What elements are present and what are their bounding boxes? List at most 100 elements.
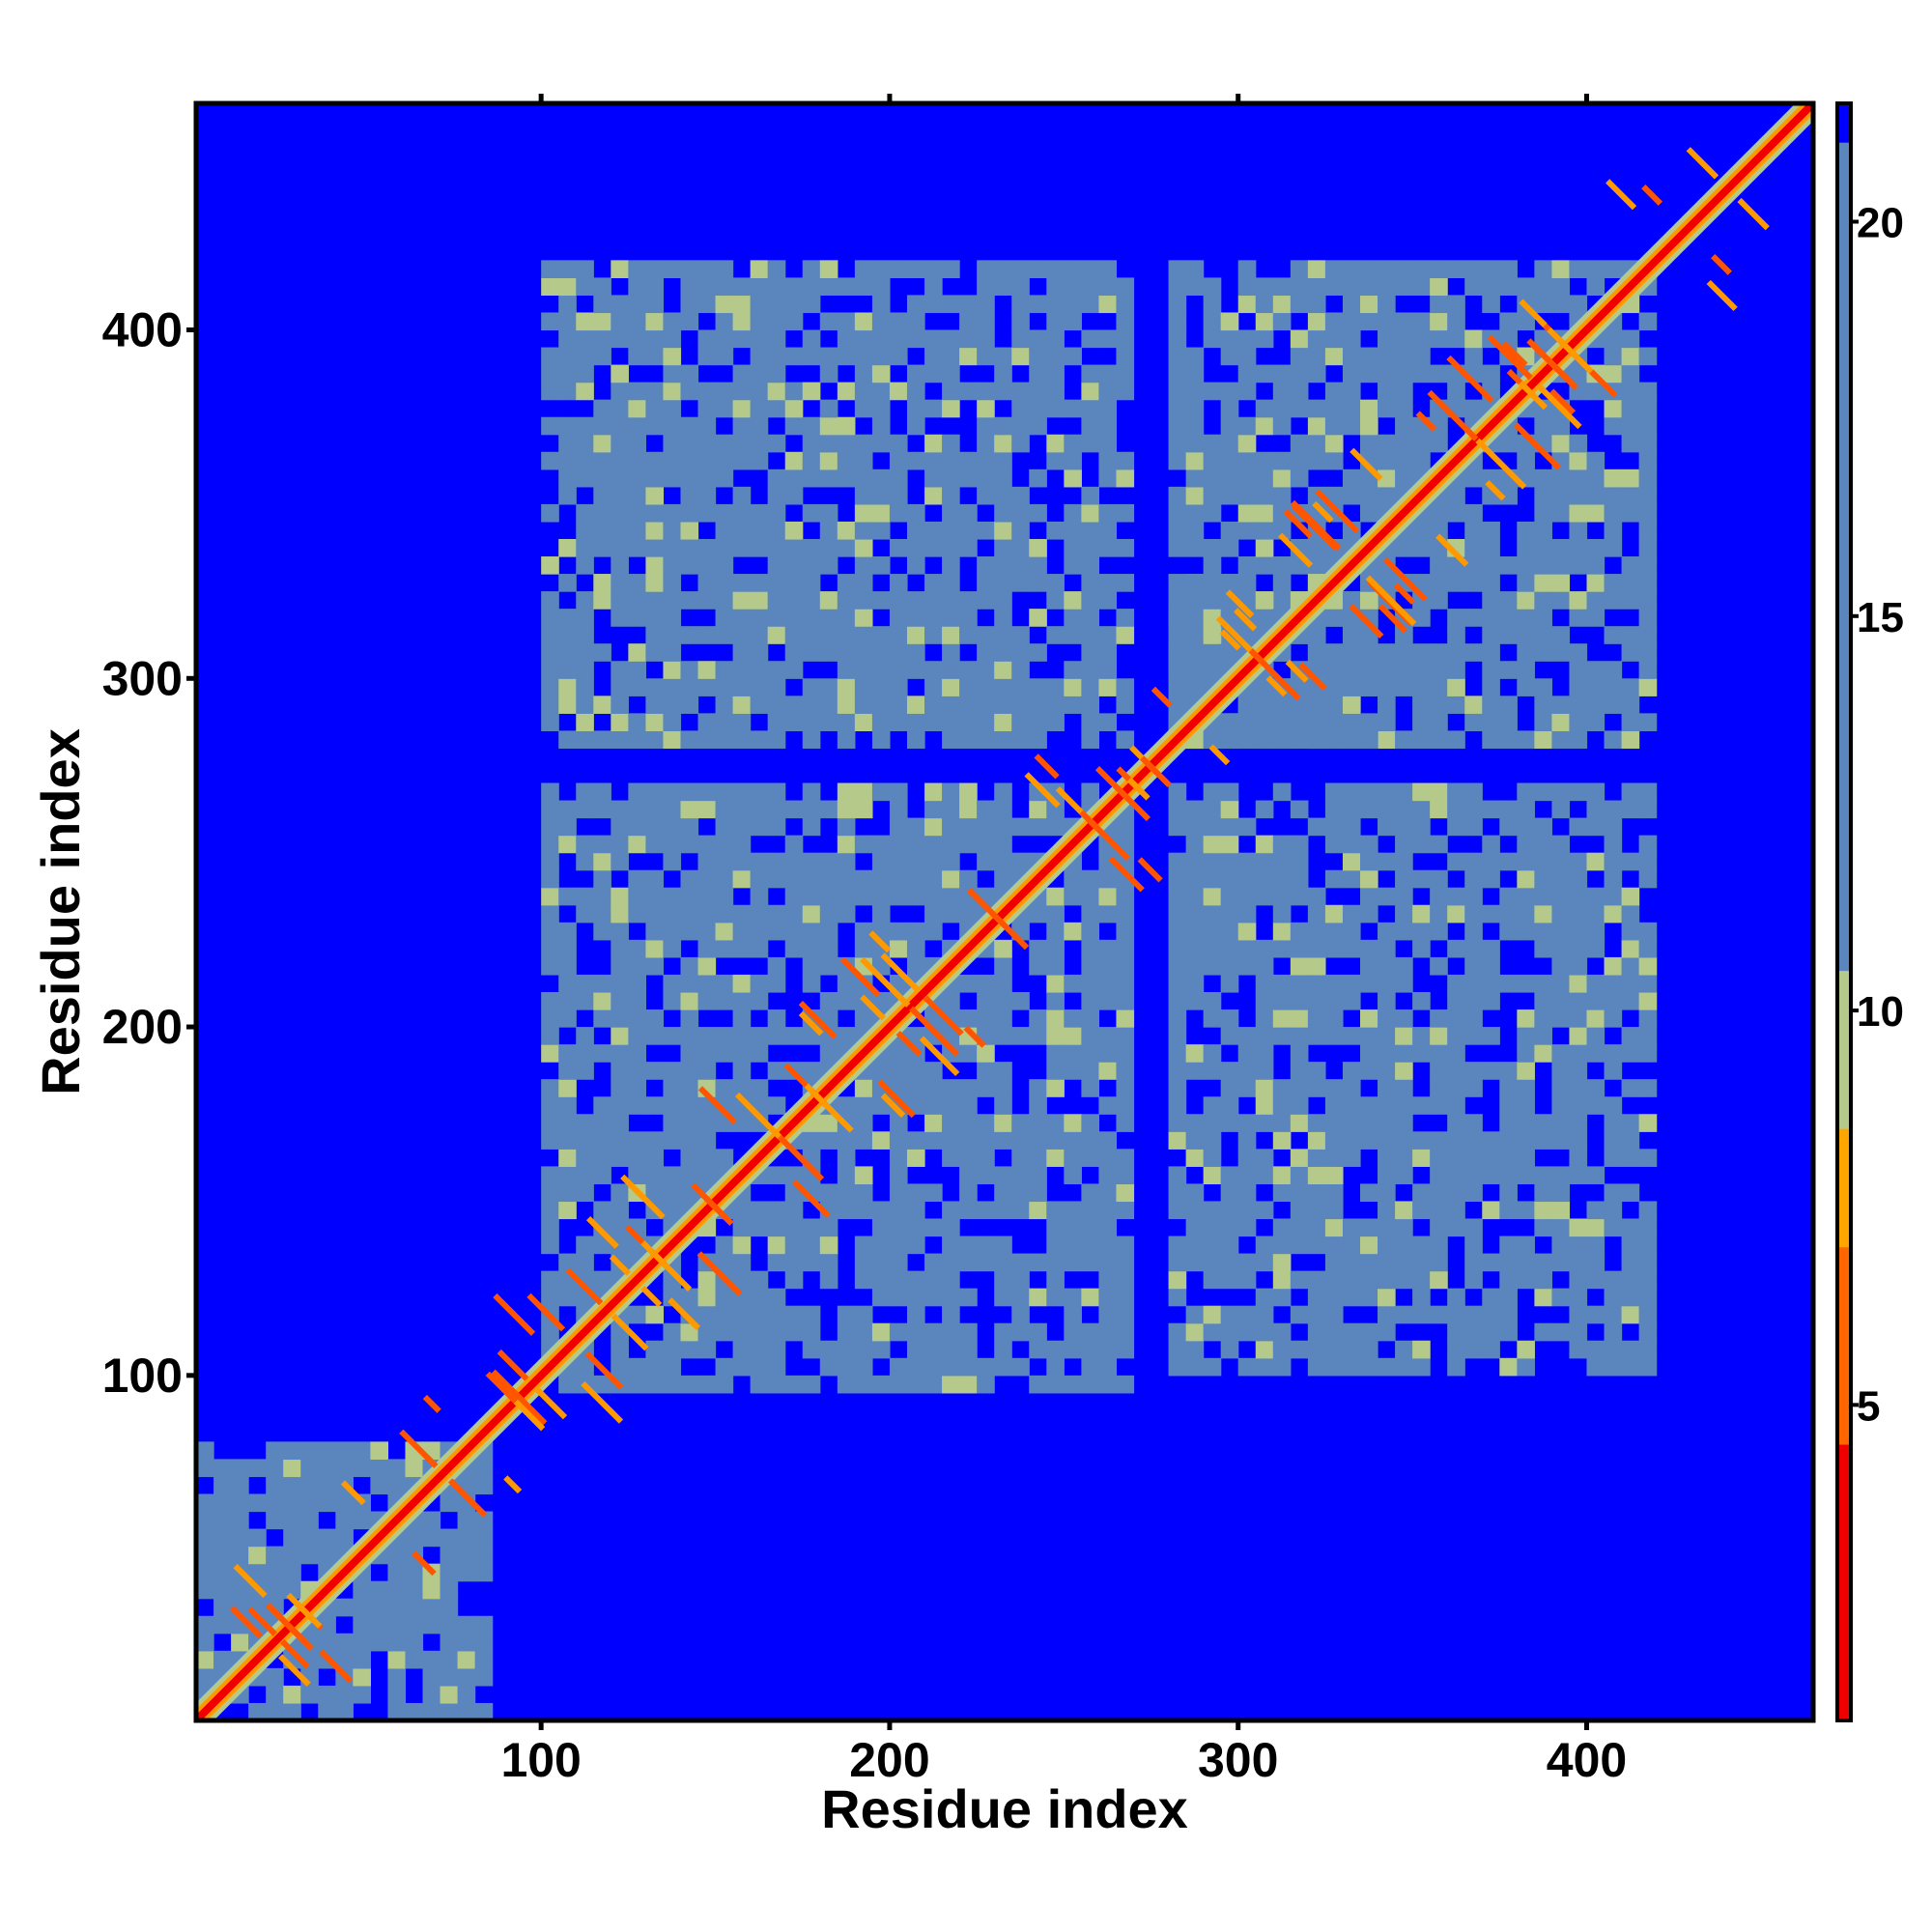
heatmap-cell xyxy=(457,1511,476,1530)
heatmap-cell xyxy=(1081,260,1100,278)
heatmap-cell xyxy=(1185,521,1205,540)
heatmap-cell xyxy=(213,1598,232,1617)
heatmap-cell xyxy=(942,556,960,575)
heatmap-cell xyxy=(1551,800,1571,819)
heatmap-cell xyxy=(1551,1062,1571,1080)
heatmap-cell xyxy=(715,904,734,923)
heatmap-cell xyxy=(994,835,1012,854)
heatmap-cell xyxy=(1499,730,1518,750)
heatmap-cell xyxy=(1534,678,1553,696)
heatmap-cell xyxy=(1447,1062,1465,1080)
heatmap-cell xyxy=(1220,1062,1239,1080)
heatmap-cell xyxy=(1378,574,1396,592)
contact-streak xyxy=(1518,380,1548,411)
heatmap-cell xyxy=(1046,1027,1065,1045)
heatmap-cell xyxy=(1255,1322,1274,1342)
heatmap-cell xyxy=(1395,835,1413,854)
heatmap-cell xyxy=(819,451,838,470)
heatmap-cell xyxy=(1551,434,1571,453)
heatmap-cell xyxy=(611,1149,629,1167)
heatmap-cell xyxy=(645,260,665,278)
heatmap-cell xyxy=(1569,661,1588,679)
heatmap-cell xyxy=(1307,364,1326,384)
heatmap-cell xyxy=(784,295,804,314)
heatmap-cell xyxy=(318,1459,336,1478)
heatmap-cell xyxy=(1499,591,1518,610)
heatmap-cell xyxy=(802,1131,821,1150)
heatmap-cell xyxy=(1342,626,1361,644)
heatmap-cell xyxy=(924,1270,943,1290)
heatmap-cell xyxy=(248,1546,267,1565)
heatmap-cell xyxy=(1412,1131,1431,1150)
heatmap-cell xyxy=(871,852,891,871)
contact-streak xyxy=(804,1083,854,1133)
heatmap-cell xyxy=(1011,678,1030,696)
heatmap-cell xyxy=(1430,277,1448,297)
heatmap-cell xyxy=(645,939,665,958)
heatmap-cell xyxy=(1412,1183,1431,1203)
heatmap-cell xyxy=(854,1236,873,1255)
heatmap-cell xyxy=(1011,329,1030,349)
heatmap-cell xyxy=(1499,817,1518,837)
contact-streak xyxy=(1513,422,1562,470)
heatmap-cell xyxy=(732,277,752,297)
heatmap-cell xyxy=(1324,991,1344,1010)
heatmap-cell xyxy=(663,800,682,819)
y-tick-label: 200 xyxy=(102,1000,183,1054)
contact-streak xyxy=(493,1293,536,1336)
heatmap-cell xyxy=(889,661,908,679)
contact-streak xyxy=(581,1380,624,1424)
heatmap-cell xyxy=(697,956,717,976)
heatmap-cell xyxy=(1604,416,1623,436)
heatmap-cell xyxy=(942,713,960,731)
heatmap-cell xyxy=(1185,434,1205,453)
heatmap-cell xyxy=(1551,1114,1571,1132)
heatmap-cell xyxy=(1081,486,1100,505)
heatmap-cell xyxy=(611,416,629,436)
heatmap-cell xyxy=(1290,852,1309,871)
heatmap-cell xyxy=(802,329,821,349)
heatmap-cell xyxy=(266,1441,284,1461)
heatmap-cell xyxy=(558,451,577,470)
heatmap-cell xyxy=(474,1702,494,1720)
heatmap-cell xyxy=(750,661,769,679)
heatmap-cell xyxy=(1430,835,1448,854)
heatmap-cell xyxy=(1237,295,1257,314)
heatmap-cell xyxy=(628,574,646,592)
heatmap-cell xyxy=(871,399,891,418)
heatmap-cell xyxy=(1586,556,1605,575)
heatmap-cell xyxy=(1499,974,1518,993)
heatmap-cell xyxy=(1237,1305,1257,1324)
heatmap-cell xyxy=(994,1270,1012,1290)
heatmap-cell xyxy=(1255,800,1274,819)
heatmap-cell xyxy=(819,713,838,731)
heatmap-cell xyxy=(1098,1357,1118,1377)
heatmap-cell xyxy=(266,1580,284,1600)
heatmap-cell xyxy=(387,1546,407,1565)
heatmap-cell xyxy=(871,1236,891,1255)
heatmap-cell xyxy=(457,1546,476,1565)
heatmap-cell xyxy=(611,835,629,854)
heatmap-cell xyxy=(628,434,646,453)
heatmap-cell xyxy=(837,852,856,871)
heatmap-cell xyxy=(1569,1305,1588,1324)
heatmap-cell xyxy=(750,1375,769,1394)
heatmap-cell xyxy=(1604,869,1623,889)
heatmap-cell xyxy=(645,713,665,731)
heatmap-cell xyxy=(1220,1305,1239,1324)
heatmap-cell xyxy=(558,887,577,906)
heatmap-cell xyxy=(1116,538,1135,557)
heatmap-cell xyxy=(1342,852,1361,871)
heatmap-cell xyxy=(1378,329,1396,349)
heatmap-cell xyxy=(715,1357,734,1377)
heatmap-cell xyxy=(1237,503,1257,523)
heatmap-cell xyxy=(906,591,925,610)
heatmap-cell xyxy=(645,782,665,802)
heatmap-cell xyxy=(697,852,717,871)
heatmap-cell xyxy=(1412,661,1431,679)
heatmap-cell xyxy=(1220,1253,1239,1272)
heatmap-cell xyxy=(387,1563,407,1582)
heatmap-cell xyxy=(611,382,629,401)
heatmap-cell xyxy=(854,1270,873,1290)
heatmap-cell xyxy=(819,469,838,488)
